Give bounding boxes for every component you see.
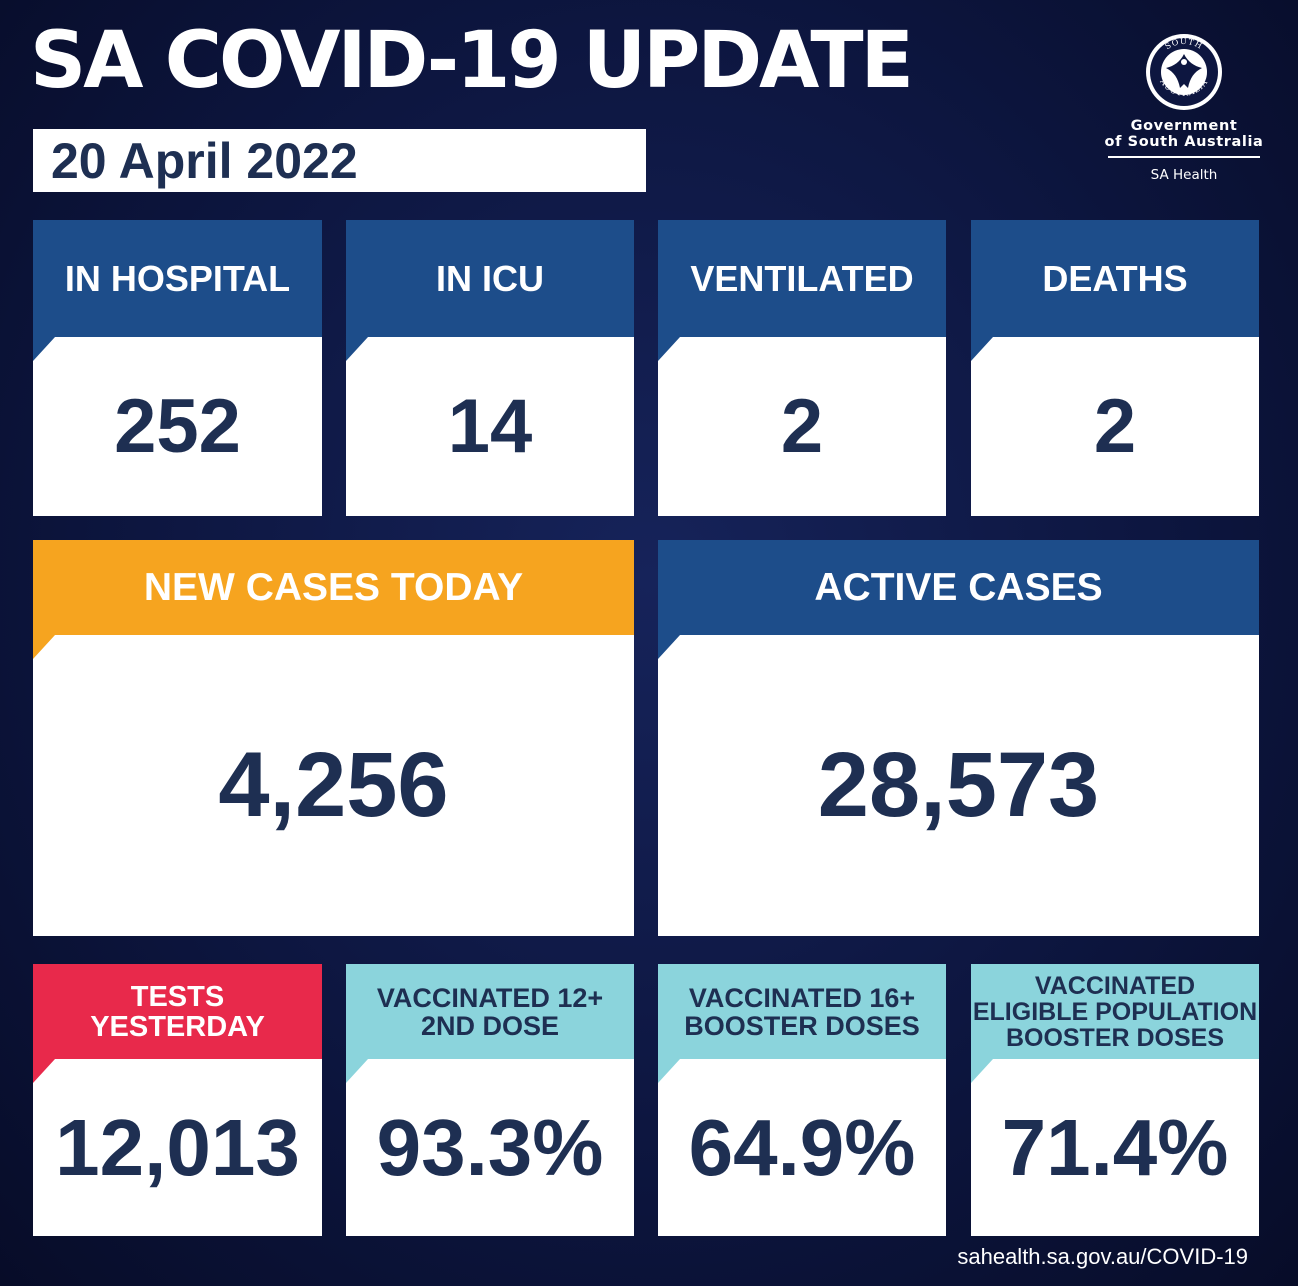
sa-seal-icon: SOUTH AUSTRALIA bbox=[1146, 34, 1222, 110]
tests-yesterday-label: TESTS YESTERDAY bbox=[33, 964, 322, 1060]
tests-yesterday-card: TESTS YESTERDAY 12,013 bbox=[33, 964, 322, 1236]
new-cases-label: NEW CASES TODAY bbox=[143, 565, 524, 609]
deaths-value-box: 2 bbox=[971, 337, 1259, 516]
update-date: 20 April 2022 bbox=[51, 132, 358, 189]
in-icu-label: IN ICU bbox=[436, 258, 544, 300]
vacc16-value-box: 64.9% bbox=[658, 1059, 946, 1236]
logo-divider bbox=[1108, 156, 1260, 158]
vacc-eligible-label-line1: VACCINATED bbox=[1034, 971, 1196, 1000]
ventilated-value-box: 2 bbox=[658, 337, 946, 516]
vaccinated-eligible-label: VACCINATED ELIGIBLE POPULATION BOOSTER D… bbox=[971, 964, 1259, 1060]
active-cases-label: ACTIVE CASES bbox=[814, 565, 1103, 609]
vacc12-value-box: 93.3% bbox=[346, 1059, 634, 1236]
in-hospital-value: 252 bbox=[114, 384, 241, 469]
vacc16-label-line2: BOOSTER DOSES bbox=[684, 1011, 920, 1041]
vacc16-value: 64.9% bbox=[688, 1102, 916, 1192]
vacc12-label-line1: VACCINATED 12+ bbox=[376, 982, 604, 1013]
vacc12-value: 93.3% bbox=[376, 1102, 604, 1192]
deaths-label: DEATHS bbox=[1042, 258, 1188, 300]
in-icu-value: 14 bbox=[447, 384, 533, 469]
active-cases-card: ACTIVE CASES 28,573 bbox=[658, 540, 1259, 936]
gov-name-line2: of South Australia bbox=[1104, 134, 1264, 150]
vaccinated-eligible-card: VACCINATED ELIGIBLE POPULATION BOOSTER D… bbox=[971, 964, 1259, 1236]
tests-label-line2: YESTERDAY bbox=[90, 1011, 265, 1043]
in-icu-card: IN ICU 14 bbox=[346, 220, 634, 516]
vaccinated-12-card: VACCINATED 12+ 2ND DOSE 93.3% bbox=[346, 964, 634, 1236]
ventilated-label: VENTILATED bbox=[690, 258, 914, 300]
gov-name-line1: Government bbox=[1130, 118, 1238, 134]
in-hospital-card: IN HOSPITAL 252 bbox=[33, 220, 322, 516]
ventilated-card: VENTILATED 2 bbox=[658, 220, 946, 516]
active-cases-value: 28,573 bbox=[817, 734, 1100, 836]
vaccinated-16-label: VACCINATED 16+ BOOSTER DOSES bbox=[658, 964, 946, 1060]
tests-value-box: 12,013 bbox=[33, 1059, 322, 1236]
new-cases-value-box: 4,256 bbox=[33, 635, 634, 936]
new-cases-value: 4,256 bbox=[218, 734, 449, 836]
vacc-eligible-label-line2: ELIGIBLE POPULATION bbox=[972, 997, 1258, 1026]
page-title: SA COVID-19 UPDATE bbox=[30, 16, 914, 106]
vacc16-label-line1: VACCINATED 16+ bbox=[688, 982, 916, 1013]
vacc-eligible-label-line3: BOOSTER DOSES bbox=[1005, 1024, 1225, 1053]
deaths-value: 2 bbox=[1093, 384, 1137, 469]
vaccinated-12-label: VACCINATED 12+ 2ND DOSE bbox=[346, 964, 634, 1060]
in-icu-value-box: 14 bbox=[346, 337, 634, 516]
new-cases-card: NEW CASES TODAY 4,256 bbox=[33, 540, 634, 936]
tests-value: 12,013 bbox=[55, 1102, 300, 1192]
active-cases-value-box: 28,573 bbox=[658, 635, 1259, 936]
vaccinated-16-card: VACCINATED 16+ BOOSTER DOSES 64.9% bbox=[658, 964, 946, 1236]
vacc-eligible-value: 71.4% bbox=[1001, 1102, 1229, 1192]
deaths-card: DEATHS 2 bbox=[971, 220, 1259, 516]
vacc12-label-line2: 2ND DOSE bbox=[420, 1011, 560, 1041]
ventilated-value: 2 bbox=[780, 384, 824, 469]
department-name: SA Health bbox=[1150, 167, 1218, 183]
in-hospital-value-box: 252 bbox=[33, 337, 322, 516]
vacc-eligible-value-box: 71.4% bbox=[971, 1059, 1259, 1236]
date-banner: 20 April 2022 bbox=[33, 129, 646, 192]
footer-url: sahealth.sa.gov.au/COVID-19 bbox=[957, 1244, 1248, 1269]
in-hospital-label: IN HOSPITAL bbox=[64, 258, 291, 300]
tests-label-line1: TESTS bbox=[130, 980, 225, 1013]
government-logo: SOUTH AUSTRALIA Government of South Aust… bbox=[1100, 30, 1268, 190]
